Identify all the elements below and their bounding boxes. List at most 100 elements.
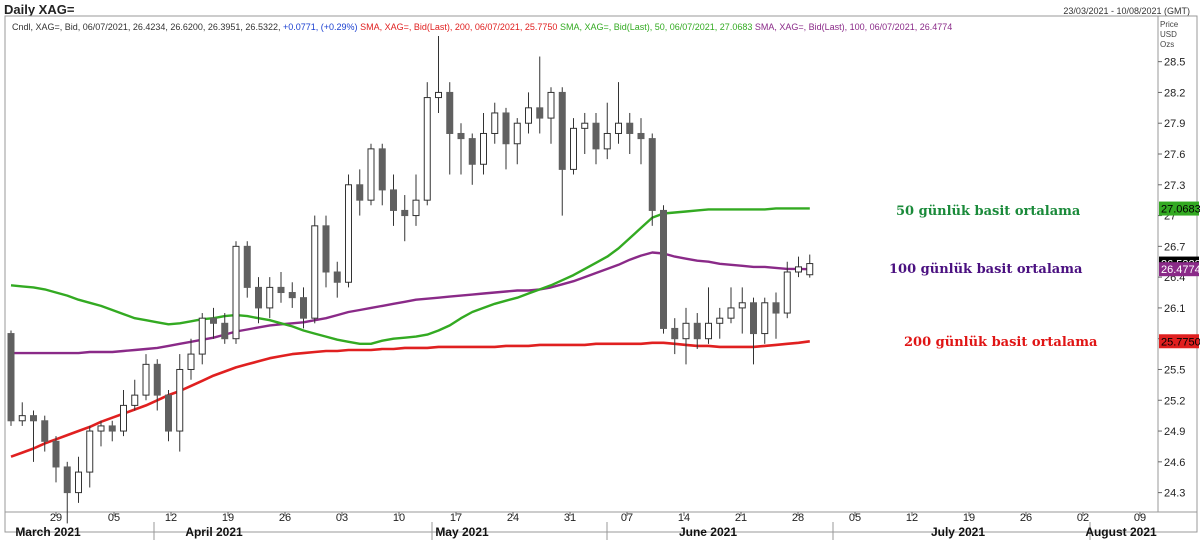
candle-down xyxy=(277,286,285,294)
candle-down xyxy=(243,245,251,288)
candle-down xyxy=(626,122,634,134)
x-month-label: July 2021 xyxy=(931,525,985,539)
x-day-label: 10 xyxy=(393,512,405,524)
candle-up xyxy=(480,132,487,165)
candle-down xyxy=(390,189,397,211)
chart-title: Daily XAG= xyxy=(4,2,75,17)
y-tick-label: 24.9 xyxy=(1164,426,1185,438)
candle-up xyxy=(198,317,206,355)
y-tick-label: 28.5 xyxy=(1164,57,1185,69)
x-month-label: April 2021 xyxy=(185,525,243,539)
x-day-label: 31 xyxy=(564,512,576,524)
x-day-label: 26 xyxy=(1020,512,1032,524)
candle-down xyxy=(592,122,600,150)
sma200-annotation: 200 günlük basit ortalama xyxy=(904,335,1098,350)
candle-up xyxy=(266,286,274,309)
candle-down xyxy=(322,225,330,273)
y-tick-label: 25.5 xyxy=(1164,364,1185,376)
x-day-label: 05 xyxy=(108,512,120,524)
y-tick-label: 28.2 xyxy=(1164,87,1185,99)
x-day-label: 12 xyxy=(906,512,918,524)
last-sma100-tag-bg xyxy=(1159,262,1199,277)
candle-up xyxy=(435,91,442,99)
y-tick-label: 26.1 xyxy=(1164,303,1185,315)
candle-down xyxy=(648,138,656,211)
candle-up xyxy=(423,97,431,201)
candle-down xyxy=(221,322,229,340)
candle-up xyxy=(783,271,791,314)
x-month-label: August 2021 xyxy=(1085,525,1157,539)
candle-down xyxy=(7,333,15,422)
y-tick-label: 27.9 xyxy=(1164,118,1185,130)
x-day-label: 05 xyxy=(849,512,861,524)
candle-up xyxy=(727,307,735,319)
candle-down xyxy=(693,322,701,340)
legend-candle-change: +0.0771, (+0.29%) xyxy=(282,22,358,32)
candle-up xyxy=(705,322,712,340)
x-month-label: March 2021 xyxy=(15,525,81,539)
sma200-line xyxy=(10,340,810,458)
candle-down xyxy=(536,107,544,119)
candle-up xyxy=(547,91,555,119)
candle-up xyxy=(806,263,814,276)
x-day-label: 21 xyxy=(735,512,747,524)
candle-up xyxy=(761,302,769,335)
candle-down xyxy=(558,91,566,170)
price-header-line: USD xyxy=(1160,30,1177,39)
y-tick-label: 25.2 xyxy=(1164,395,1185,407)
sma100-annotation: 100 günlük basit ortalama xyxy=(889,262,1083,277)
candle-down xyxy=(63,466,71,494)
x-day-label: 29 xyxy=(50,512,62,524)
x-day-label: 28 xyxy=(792,512,804,524)
candle-down xyxy=(210,317,217,324)
candle-up xyxy=(412,199,420,217)
candle-down xyxy=(30,415,37,422)
x-day-label: 14 xyxy=(678,512,690,524)
candle-up xyxy=(176,368,184,432)
y-tick-label: 24.3 xyxy=(1164,488,1185,500)
price-unit-header: Price USD Ozs xyxy=(1160,20,1178,50)
candle-down xyxy=(671,327,679,340)
last-sma100-tag: 26.4774 xyxy=(1161,264,1200,276)
candle-up xyxy=(738,302,746,309)
candle-up xyxy=(367,148,375,201)
date-range: 23/03/2021 - 10/08/2021 (GMT) xyxy=(1063,6,1190,16)
candle-down xyxy=(300,297,307,319)
candle-up xyxy=(513,122,521,145)
candle-down xyxy=(153,363,161,396)
candle-down xyxy=(502,112,510,145)
sma50-line xyxy=(10,207,810,345)
candle-down xyxy=(446,91,454,134)
candle-up xyxy=(491,112,499,134)
candle-down xyxy=(356,184,364,201)
x-day-label: 19 xyxy=(963,512,975,524)
last-sma50-tag: 27.0683 xyxy=(1161,204,1200,216)
legend-line: Cndl, XAG=, Bid, 06/07/2021, 26.4234, 26… xyxy=(12,22,952,32)
candle-down xyxy=(750,302,757,335)
x-day-label: 19 xyxy=(222,512,234,524)
candle-up xyxy=(86,430,94,473)
price-header-line: Price xyxy=(1160,20,1179,29)
candle-up xyxy=(131,394,139,406)
candle-up xyxy=(682,322,690,340)
candle-down xyxy=(288,292,296,299)
candle-up xyxy=(716,317,724,324)
candle-up xyxy=(75,471,82,494)
sma50-annotation: 50 günlük basit ortalama xyxy=(896,204,1081,219)
y-tick-label: 27.6 xyxy=(1164,149,1185,161)
legend-sma200: SMA, XAG=, Bid(Last), 200, 06/07/2021, 2… xyxy=(360,22,558,32)
candle-up xyxy=(615,122,622,134)
x-day-label: 03 xyxy=(336,512,348,524)
candle-up xyxy=(603,132,611,150)
candle-up xyxy=(142,363,150,396)
candle-down xyxy=(772,302,780,314)
candle-up xyxy=(232,245,240,340)
candle-down xyxy=(255,286,262,309)
candle-down xyxy=(660,209,667,329)
legend-candle: Cndl, XAG=, Bid, 06/07/2021, 26.4234, 26… xyxy=(12,22,281,32)
candle-down xyxy=(637,132,645,140)
candle-up xyxy=(187,353,195,370)
x-day-label: 09 xyxy=(1134,512,1146,524)
legend-sma50: SMA, XAG=, Bid(Last), 50, 06/07/2021, 27… xyxy=(559,22,753,32)
